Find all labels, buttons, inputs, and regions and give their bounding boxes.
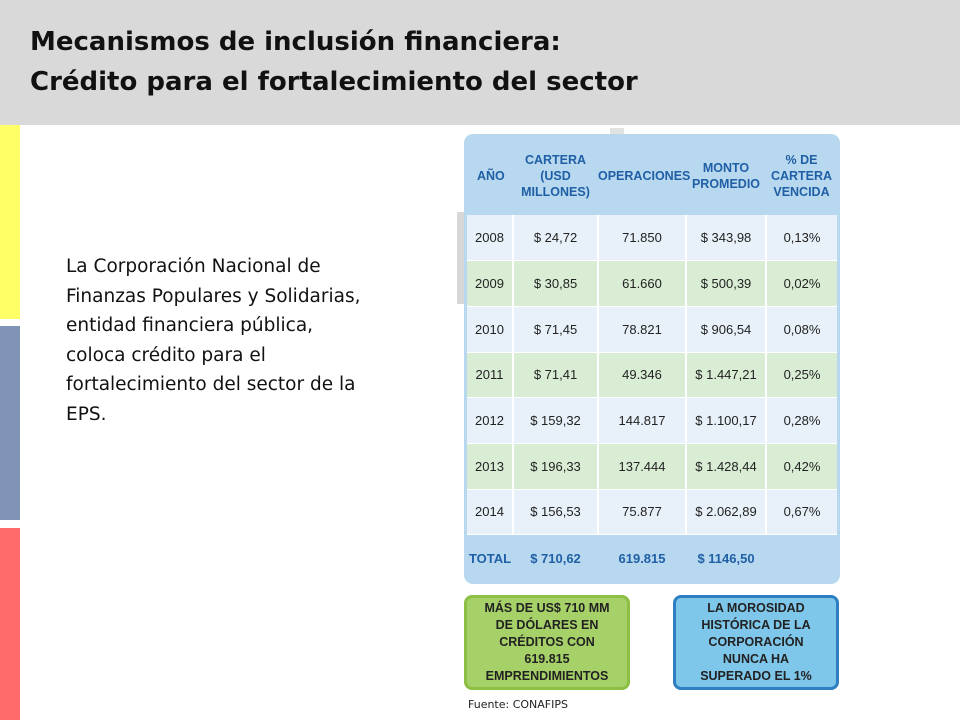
total-overdue-percent — [766, 534, 837, 581]
table-cell: $ 1.428,44 — [686, 443, 767, 490]
header-average-amount: MONTO PROMEDIO — [686, 137, 766, 215]
slide-title: Mecanismos de inclusión financiera: Créd… — [30, 22, 638, 102]
accent-bar-blue — [0, 326, 20, 520]
table-cell: 0,02% — [766, 260, 837, 307]
total-operations: 619.815 — [598, 534, 686, 581]
table-row: 2014 $ 156,53 75.877 $ 2.062,89 0,67% — [467, 489, 837, 536]
table-cell: $ 30,85 — [513, 260, 599, 307]
table-cell: 49.346 — [598, 352, 687, 399]
table-cell: 2014 — [467, 489, 514, 536]
table-cell: 78.821 — [598, 306, 687, 353]
callout-delinquency-text: LA MOROSIDAD HISTÓRICA DE LA CORPORACIÓN… — [700, 601, 812, 683]
table-cell: 2012 — [467, 397, 514, 444]
callout-delinquency: LA MOROSIDAD HISTÓRICA DE LA CORPORACIÓN… — [673, 595, 839, 690]
table-cell: 0,08% — [766, 306, 837, 353]
table-cell: 0,25% — [766, 352, 837, 399]
source-note: Fuente: CONAFIPS — [468, 698, 568, 711]
table-total-row: TOTAL $ 710,62 619.815 $ 1146,50 — [467, 534, 837, 581]
table-cell: $ 156,53 — [513, 489, 599, 536]
table-cell: 71.850 — [598, 215, 687, 262]
header-year: AÑO — [467, 137, 513, 215]
table-row: 2008 $ 24,72 71.850 $ 343,98 0,13% — [467, 215, 837, 262]
callout-credits: MÁS DE US$ 710 MM DE DÓLARES EN CRÉDITOS… — [464, 595, 630, 690]
table-row: 2012 $ 159,32 144.817 $ 1.100,17 0,28% — [467, 397, 837, 444]
table-cell: 0,28% — [766, 397, 837, 444]
credit-table-frame: AÑO CARTERA (USD MILLONES) OPERACIONES M… — [464, 134, 840, 584]
header-operations: OPERACIONES — [598, 137, 690, 215]
table-cell: 0,42% — [766, 443, 837, 490]
table-row: 2013 $ 196,33 137.444 $ 1.428,44 0,42% — [467, 443, 837, 490]
table-cell: 144.817 — [598, 397, 687, 444]
table-cell: 61.660 — [598, 260, 687, 307]
title-line-2: Crédito para el fortalecimiento del sect… — [30, 67, 638, 97]
accent-bar-yellow — [0, 125, 20, 319]
accent-bar-red — [0, 528, 20, 720]
table-cell: 2011 — [467, 352, 514, 399]
table-cell: $ 71,45 — [513, 306, 599, 353]
table-cell: $ 196,33 — [513, 443, 599, 490]
table-header-row: AÑO CARTERA (USD MILLONES) OPERACIONES M… — [467, 137, 837, 215]
header-portfolio: CARTERA (USD MILLONES) — [513, 137, 598, 215]
table-cell: 137.444 — [598, 443, 687, 490]
table-cell: 2008 — [467, 215, 514, 262]
background-shape-small — [610, 128, 624, 138]
table-cell: $ 24,72 — [513, 215, 599, 262]
table-row: 2011 $ 71,41 49.346 $ 1.447,21 0,25% — [467, 352, 837, 399]
table-cell: $ 906,54 — [686, 306, 767, 353]
table-cell: $ 1.100,17 — [686, 397, 767, 444]
table-cell: 0,67% — [766, 489, 837, 536]
table-cell: 2009 — [467, 260, 514, 307]
total-portfolio: $ 710,62 — [513, 534, 598, 581]
table-cell: $ 1.447,21 — [686, 352, 767, 399]
table-cell: $ 2.062,89 — [686, 489, 767, 536]
slide-header: Mecanismos de inclusión financiera: Créd… — [0, 0, 960, 125]
credit-table: AÑO CARTERA (USD MILLONES) OPERACIONES M… — [467, 137, 837, 581]
total-label: TOTAL — [467, 534, 513, 581]
table-cell: 0,13% — [766, 215, 837, 262]
total-average-amount: $ 1146,50 — [686, 534, 766, 581]
table-cell: $ 343,98 — [686, 215, 767, 262]
body-paragraph: La Corporación Nacional de Finanzas Popu… — [66, 256, 361, 425]
table-row: 2009 $ 30,85 61.660 $ 500,39 0,02% — [467, 260, 837, 307]
header-overdue-percent: % DE CARTERA VENCIDA — [766, 137, 837, 215]
callout-credits-text: MÁS DE US$ 710 MM DE DÓLARES EN CRÉDITOS… — [484, 601, 610, 683]
table-cell: 2013 — [467, 443, 514, 490]
table-cell: 75.877 — [598, 489, 687, 536]
title-line-1: Mecanismos de inclusión financiera: — [30, 27, 561, 57]
table-cell: $ 500,39 — [686, 260, 767, 307]
table-cell: $ 159,32 — [513, 397, 599, 444]
table-cell: 2010 — [467, 306, 514, 353]
table-cell: $ 71,41 — [513, 352, 599, 399]
table-row: 2010 $ 71,45 78.821 $ 906,54 0,08% — [467, 306, 837, 353]
